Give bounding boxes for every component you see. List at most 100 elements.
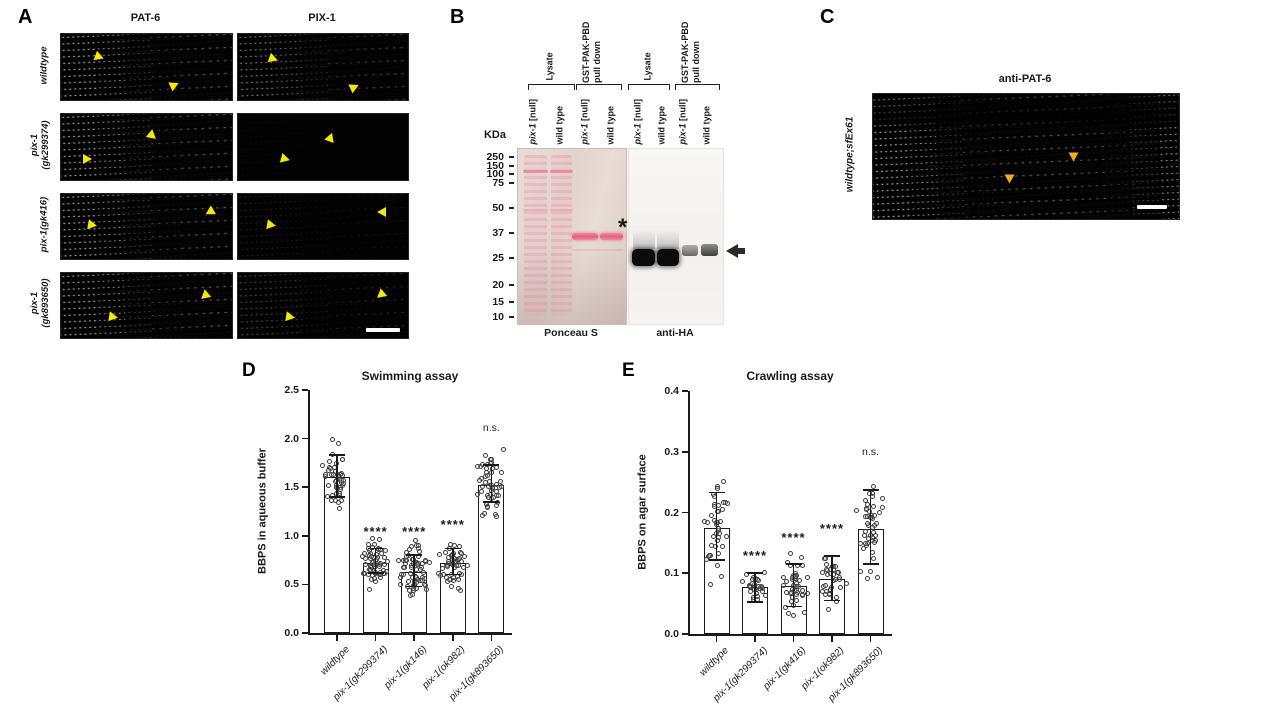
scatter-point <box>479 484 485 489</box>
scatter-point <box>325 467 331 473</box>
scatter-point <box>493 465 499 471</box>
scatter-point <box>739 578 745 584</box>
scatter-point <box>824 571 830 577</box>
x-tick <box>869 635 872 642</box>
error-bar-cap <box>785 563 802 565</box>
group-label-line: GST-PAK-PBD <box>581 21 591 83</box>
kda-value: 25 <box>492 252 504 264</box>
scatter-point <box>340 456 346 462</box>
error-bar-cap <box>406 585 423 588</box>
micrograph-gk299374-pat6 <box>60 113 233 181</box>
scatter-point <box>759 588 765 594</box>
kda-tick <box>509 207 514 209</box>
scatter-point <box>381 554 387 560</box>
scatter-point <box>333 479 339 484</box>
scatter-point <box>833 595 839 601</box>
kda-value: 37 <box>492 227 504 239</box>
error-bar-cap <box>708 559 725 561</box>
y-tick-label: 0.0 <box>664 628 679 640</box>
significance-label: **** <box>781 530 806 546</box>
lane-label-wildtype: wild type <box>657 89 668 145</box>
scatter-point <box>371 575 377 581</box>
kda-tick <box>509 257 514 259</box>
micrograph-gk893650-pix1 <box>237 272 409 339</box>
x-tick <box>754 635 756 642</box>
scatter-point <box>867 491 873 497</box>
scatter-point <box>419 577 425 583</box>
group-label-pulldown-1: GST-PAK-PBD pull down <box>581 9 603 83</box>
gene-name: pix-1 <box>527 123 538 145</box>
row-label-line: wildtype <box>38 46 50 85</box>
scatter-point <box>410 556 416 562</box>
scatter-point <box>763 593 768 599</box>
y-tick <box>302 583 308 586</box>
scatter-point <box>369 554 375 560</box>
scatter-point <box>755 577 761 583</box>
crawling-assay-chart: E Crawling assay BBPS on agar surface 0.0 0… <box>620 358 932 712</box>
gst-pak-pbd-band <box>600 233 623 240</box>
gene-name: pix-1 <box>677 123 688 145</box>
scatter-point <box>871 530 877 536</box>
dark-band-overlay <box>873 94 1179 127</box>
y-tick-label: 2.5 <box>284 384 299 396</box>
y-axis-label: BBPS on agar surface <box>636 453 648 570</box>
scatter-point <box>363 561 369 567</box>
panel-c: C anti-PAT-6 wildtype;sfEx61 <box>810 0 1265 240</box>
kda-value: 15 <box>492 296 504 308</box>
scatter-point <box>376 563 382 569</box>
scatter-point <box>838 584 844 590</box>
scatter-point <box>415 562 421 568</box>
error-bar-cap <box>862 489 879 491</box>
scatter-point <box>438 572 444 578</box>
scatter-point <box>719 544 725 550</box>
error-bar-line <box>792 564 795 607</box>
scatter-point <box>443 549 449 555</box>
ponceau-membrane <box>517 148 627 325</box>
row-label-line: (gk893650) <box>40 278 51 328</box>
scatter-point <box>863 507 869 513</box>
scatter-point <box>482 452 488 458</box>
scatter-point <box>875 574 881 580</box>
error-bar-line <box>413 555 415 587</box>
lane-group-bracket <box>528 84 575 90</box>
scatter-point <box>495 492 501 498</box>
scatter-point <box>863 528 869 534</box>
scatter-point <box>797 577 803 583</box>
scatter-point <box>416 553 422 559</box>
scatter-point <box>788 551 794 557</box>
micrograph-gk893650-pat6 <box>60 272 233 339</box>
error-bar-line <box>490 464 493 502</box>
y-tick <box>682 450 688 453</box>
arrowhead-icon <box>377 207 387 217</box>
scatter-point <box>370 535 376 541</box>
kda-tick <box>509 156 514 158</box>
scatter-point <box>493 502 499 508</box>
arrowhead-icon <box>108 311 119 323</box>
scatter-point <box>424 587 430 593</box>
y-tick-label: 1.0 <box>284 529 299 542</box>
scatter-point <box>823 562 829 568</box>
kda-tick <box>509 301 514 303</box>
scatter-point <box>800 563 806 569</box>
scatter-point <box>474 492 480 498</box>
lane-label-pix1-null: pix-1 [null] <box>528 89 539 145</box>
scatter-point <box>876 509 882 515</box>
side-label-wildtype-sfex61: wildtype;sfEx61 <box>845 90 856 220</box>
group-label-lysate-1: Lysate <box>545 35 556 80</box>
panel-b: B Lysate GST-PAK-PBD pull down Lysate GS… <box>440 0 762 350</box>
scatter-point <box>449 584 455 590</box>
kda-tick <box>509 173 514 175</box>
x-tick <box>831 635 833 642</box>
arrowhead-icon <box>1068 152 1079 161</box>
row-label-gk893650: pix-1 (gk893650) <box>29 270 51 336</box>
scatter-point <box>715 563 721 568</box>
kda-tick <box>509 182 514 184</box>
scatter-point <box>863 497 869 503</box>
scatter-point <box>835 569 841 575</box>
gene-name: pix-1 <box>579 123 590 145</box>
scatter-point <box>819 588 825 594</box>
scatter-point <box>337 486 343 492</box>
scatter-point <box>718 574 724 580</box>
kda-value: 150 <box>486 160 504 172</box>
